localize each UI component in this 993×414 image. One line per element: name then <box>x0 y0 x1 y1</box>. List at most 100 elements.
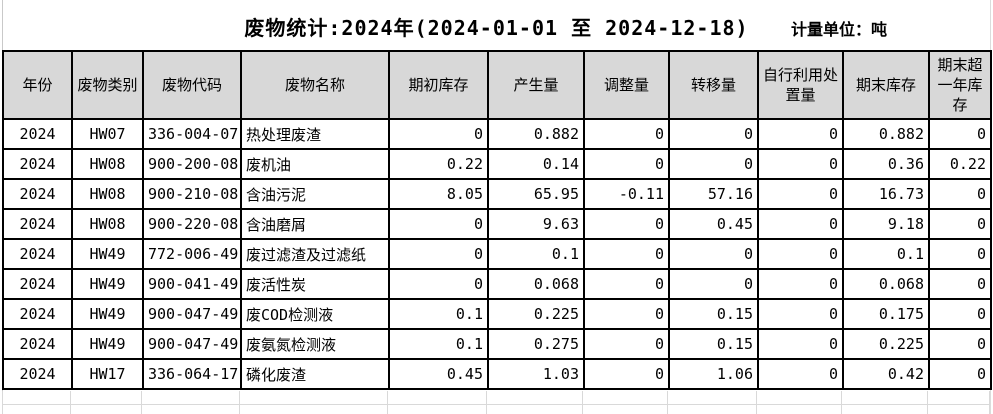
table-cell[interactable]: 0.882 <box>487 118 585 150</box>
table-cell[interactable]: 0.068 <box>842 268 930 300</box>
table-cell[interactable]: 0 <box>583 148 670 180</box>
empty-grid-cell[interactable] <box>240 391 388 405</box>
table-cell[interactable]: 0.15 <box>668 328 759 360</box>
table-cell[interactable]: 0 <box>757 328 844 360</box>
table-cell[interactable]: 900-200-08 <box>142 148 242 180</box>
table-cell[interactable]: HW17 <box>71 358 144 390</box>
table-cell[interactable]: 废机油 <box>240 148 390 180</box>
empty-grid-cell[interactable] <box>757 391 842 405</box>
table-cell[interactable]: 0 <box>583 358 670 390</box>
table-cell[interactable]: 16.73 <box>842 178 930 210</box>
table-cell[interactable]: 9.63 <box>487 208 585 240</box>
table-cell[interactable]: 2024 <box>2 178 73 210</box>
table-cell[interactable]: 0.275 <box>487 328 585 360</box>
table-cell[interactable]: 0.15 <box>668 298 759 330</box>
table-cell[interactable]: 0 <box>583 238 670 270</box>
table-cell[interactable]: 900-041-49 <box>142 268 242 300</box>
table-cell[interactable]: 0 <box>928 298 992 330</box>
table-cell[interactable]: 0 <box>583 118 670 150</box>
table-cell[interactable]: 0.225 <box>487 298 585 330</box>
table-cell[interactable]: 0 <box>757 118 844 150</box>
empty-grid-cell[interactable] <box>2 391 71 405</box>
table-cell[interactable]: 0 <box>668 268 759 300</box>
table-cell[interactable]: 900-220-08 <box>142 208 242 240</box>
table-cell[interactable]: 57.16 <box>668 178 759 210</box>
table-cell[interactable]: 1.06 <box>668 358 759 390</box>
table-cell[interactable]: 0 <box>388 268 489 300</box>
table-cell[interactable]: 0 <box>583 208 670 240</box>
table-cell[interactable]: 336-004-07 <box>142 118 242 150</box>
table-cell[interactable]: HW49 <box>71 328 144 360</box>
table-cell[interactable]: 废活性炭 <box>240 268 390 300</box>
table-cell[interactable]: 0 <box>583 298 670 330</box>
table-cell[interactable]: 0.1 <box>388 298 489 330</box>
table-cell[interactable]: 0 <box>668 148 759 180</box>
table-cell[interactable]: 废氨氮检测液 <box>240 328 390 360</box>
table-cell[interactable]: HW07 <box>71 118 144 150</box>
table-cell[interactable]: 2024 <box>2 148 73 180</box>
table-cell[interactable]: 0 <box>757 208 844 240</box>
empty-grid-cell[interactable] <box>668 391 757 405</box>
empty-grid-cell[interactable] <box>71 391 142 405</box>
empty-grid-cell[interactable] <box>142 391 240 405</box>
table-cell[interactable]: 900-047-49 <box>142 328 242 360</box>
table-cell[interactable]: 9.18 <box>842 208 930 240</box>
empty-grid-cell[interactable] <box>2 405 71 414</box>
table-cell[interactable]: 0.225 <box>842 328 930 360</box>
table-cell[interactable]: HW08 <box>71 148 144 180</box>
table-cell[interactable]: 0.1 <box>487 238 585 270</box>
table-cell[interactable]: 0.175 <box>842 298 930 330</box>
table-cell[interactable]: 0 <box>757 148 844 180</box>
table-cell[interactable]: HW08 <box>71 208 144 240</box>
table-cell[interactable]: 2024 <box>2 328 73 360</box>
table-cell[interactable]: 2024 <box>2 208 73 240</box>
table-cell[interactable]: 0.42 <box>842 358 930 390</box>
empty-grid-cell[interactable] <box>757 405 842 414</box>
empty-grid-cell[interactable] <box>583 391 668 405</box>
table-cell[interactable]: 0.36 <box>842 148 930 180</box>
table-cell[interactable]: 含油磨屑 <box>240 208 390 240</box>
empty-grid-cell[interactable] <box>142 405 240 414</box>
table-cell[interactable]: 0.882 <box>842 118 930 150</box>
table-cell[interactable]: 0.1 <box>388 328 489 360</box>
table-cell[interactable]: 0 <box>928 358 992 390</box>
empty-grid-cell[interactable] <box>928 391 990 405</box>
table-cell[interactable]: -0.11 <box>583 178 670 210</box>
table-cell[interactable]: 0 <box>757 298 844 330</box>
table-cell[interactable]: 900-047-49 <box>142 298 242 330</box>
table-cell[interactable]: 2024 <box>2 118 73 150</box>
table-cell[interactable]: 0 <box>928 328 992 360</box>
table-cell[interactable]: 2024 <box>2 298 73 330</box>
empty-grid-cell[interactable] <box>928 405 990 414</box>
table-cell[interactable]: 废过滤渣及过滤纸 <box>240 238 390 270</box>
table-cell[interactable]: 900-210-08 <box>142 178 242 210</box>
empty-grid-cell[interactable] <box>388 391 487 405</box>
empty-grid-cell[interactable] <box>842 391 928 405</box>
table-cell[interactable]: 0.14 <box>487 148 585 180</box>
table-cell[interactable]: 8.05 <box>388 178 489 210</box>
table-cell[interactable]: 0.1 <box>842 238 930 270</box>
table-cell[interactable]: HW49 <box>71 268 144 300</box>
empty-grid-cell[interactable] <box>71 405 142 414</box>
table-cell[interactable]: 0 <box>928 118 992 150</box>
table-cell[interactable]: 磷化废渣 <box>240 358 390 390</box>
table-cell[interactable]: 65.95 <box>487 178 585 210</box>
table-cell[interactable]: 336-064-17 <box>142 358 242 390</box>
empty-grid-cell[interactable] <box>668 405 757 414</box>
table-cell[interactable]: 2024 <box>2 268 73 300</box>
table-cell[interactable]: 0 <box>928 208 992 240</box>
table-cell[interactable]: 0.45 <box>668 208 759 240</box>
empty-grid-cell[interactable] <box>240 405 388 414</box>
empty-grid-cell[interactable] <box>388 405 487 414</box>
table-cell[interactable]: 2024 <box>2 358 73 390</box>
table-cell[interactable]: 0 <box>928 178 992 210</box>
table-cell[interactable]: 0.22 <box>388 148 489 180</box>
table-cell[interactable]: 0 <box>668 118 759 150</box>
table-cell[interactable]: 0.068 <box>487 268 585 300</box>
table-cell[interactable]: 1.03 <box>487 358 585 390</box>
table-cell[interactable]: 含油污泥 <box>240 178 390 210</box>
table-cell[interactable]: HW08 <box>71 178 144 210</box>
table-cell[interactable]: 0 <box>388 118 489 150</box>
table-cell[interactable]: 2024 <box>2 238 73 270</box>
table-cell[interactable]: HW49 <box>71 298 144 330</box>
